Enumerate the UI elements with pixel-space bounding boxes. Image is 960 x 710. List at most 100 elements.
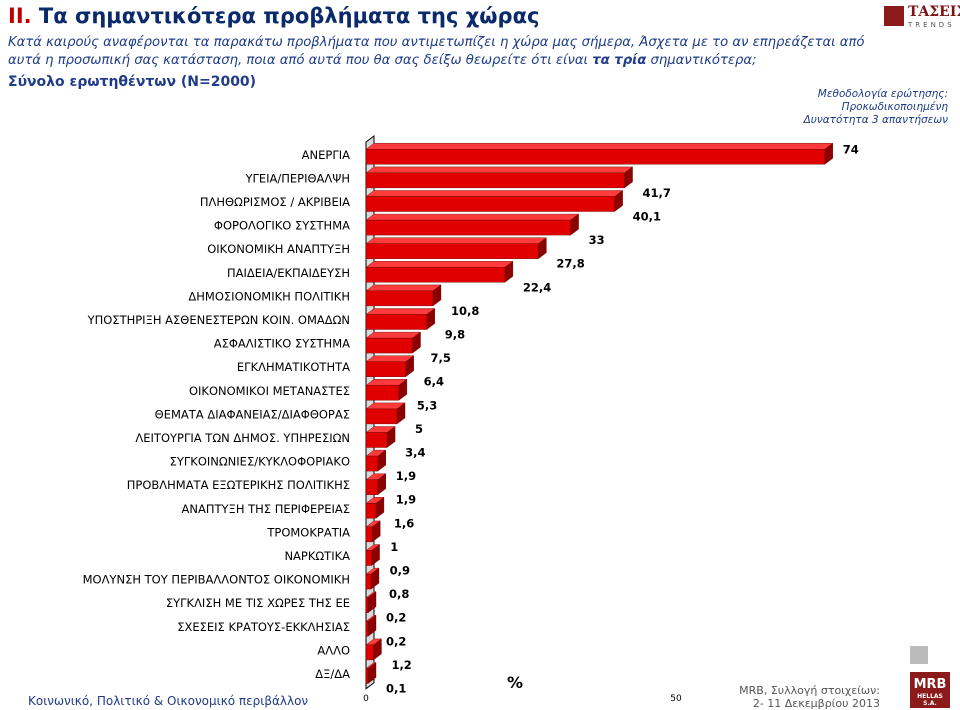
category-label: ΠΡΟΒΛΗΜΑΤΑ ΕΞΩΤΕΡΙΚΗΣ ΠΟΛΙΤΙΚΗΣ bbox=[127, 478, 350, 492]
value-label: 0,2 bbox=[386, 611, 406, 625]
bar bbox=[365, 668, 369, 684]
value-label: 22,4 bbox=[523, 280, 551, 294]
bar bbox=[365, 621, 369, 637]
category-label: ΠΑΙΔΕΙΑ/ΕΚΠΑΙΔΕΥΣΗ bbox=[227, 266, 350, 280]
mrb-logo-word: MRB bbox=[913, 677, 947, 692]
mrb-logo-sub: HELLAS S.A. bbox=[917, 693, 943, 707]
bar bbox=[365, 573, 372, 590]
sample-size: Σύνολο ερωτηθέντων (Ν=2000) bbox=[8, 74, 257, 90]
bar-top bbox=[365, 166, 634, 174]
category-label: ΥΠΟΣΤΗΡΙΞΗ ΑΣΘΕΝΕΣΤΕΡΩΝ ΚΟΙΝ. ΟΜΑΔΩΝ bbox=[87, 313, 350, 327]
methodology-line1: Μεθοδολογία ερώτησης: bbox=[817, 88, 948, 100]
title-number: II. bbox=[8, 4, 32, 28]
question-text: Κατά καιρούς αναφέρονται τα παρακάτω προ… bbox=[8, 34, 888, 70]
footer-source: MRB, Συλλογή στοιχείων: 2- 11 Δεκεμβρίου… bbox=[739, 684, 880, 710]
category-label: ΑΝΑΠΤΥΞΗ ΤΗΣ ΠΕΡΙΦΕΡΕΙΑΣ bbox=[182, 502, 350, 516]
bar bbox=[365, 290, 434, 307]
value-label: 0,9 bbox=[390, 564, 410, 578]
bar-top bbox=[365, 261, 514, 268]
bar bbox=[365, 267, 506, 283]
category-label: ΝΑΡΚΩΤΙΚΑ bbox=[284, 549, 350, 563]
bar bbox=[365, 526, 373, 543]
value-label: 41,7 bbox=[643, 186, 671, 200]
footer-source-line2: 2- 11 Δεκεμβρίου 2013 bbox=[752, 697, 880, 710]
x-tick-label: 0 bbox=[363, 694, 369, 704]
value-label: 9,8 bbox=[445, 328, 465, 342]
category-label: ΥΓΕΙΑ/ΠΕΡΙΘΑΛΨΗ bbox=[244, 171, 350, 185]
value-label: 3,4 bbox=[405, 446, 425, 460]
bar bbox=[365, 408, 398, 425]
value-label: 7,5 bbox=[431, 351, 451, 365]
title-text: Τα σημαντικότερα προβλήματα της χώρας bbox=[38, 4, 540, 28]
value-label: 1,2 bbox=[391, 658, 411, 672]
bar-top bbox=[365, 331, 422, 339]
category-label: ΕΓΚΛΗΜΑΤΙΚΟΤΗΤΑ bbox=[237, 360, 350, 374]
methodology-line2: Προκωδικοποιημένη bbox=[841, 101, 948, 113]
logo-sub: TRENDS bbox=[908, 21, 955, 29]
value-label: 10,8 bbox=[451, 304, 479, 318]
bar-top bbox=[365, 237, 547, 244]
mrb-logo: MRB HELLAS S.A. bbox=[910, 672, 950, 708]
value-label: 1,6 bbox=[394, 516, 414, 530]
category-label: ΜΟΛΥΝΣΗ ΤΟΥ ΠΕΡΙΒΑΛΛΟΝΤΟΣ ΟΙΚΟΝΟΜΙΚΗ bbox=[83, 573, 350, 587]
bar bbox=[365, 644, 374, 661]
category-label: ΑΝΕΡΓΙΑ bbox=[302, 148, 350, 162]
footer-section-label: Κοινωνικό, Πολιτικό & Οικονομικό περιβάλ… bbox=[28, 694, 309, 708]
bar bbox=[365, 219, 571, 236]
category-label: ΤΡΟΜΟΚΡΑΤΙΑ bbox=[266, 525, 350, 539]
category-label: ΛΕΙΤΟΥΡΓΙΑ ΤΩΝ ΔΗΜΟΣ. ΥΠΗΡΕΣΙΩΝ bbox=[135, 431, 350, 445]
category-label: ΣΧΕΣΕΙΣ ΚΡΑΤΟΥΣ-ΕΚΚΛΗΣΙΑΣ bbox=[177, 620, 350, 634]
bar bbox=[365, 149, 825, 165]
taseis-logo: ΤΑΣΕΙΣ TRENDS bbox=[884, 4, 960, 30]
page-title: II. Τα σημαντικότερα προβλήματα της χώρα… bbox=[8, 4, 539, 28]
methodology-line3: Δυνατότητα 3 απαντήσεων bbox=[803, 114, 948, 126]
x-tick-label: 50 bbox=[670, 694, 682, 704]
bar-top bbox=[365, 190, 624, 197]
question-part2: σημαντικότερα; bbox=[646, 53, 757, 68]
value-label: 6,4 bbox=[424, 375, 444, 389]
logo-mark-icon bbox=[884, 6, 904, 26]
value-label: 0,1 bbox=[386, 682, 406, 696]
category-label: ΑΛΛΟ bbox=[317, 643, 350, 657]
bar bbox=[365, 337, 413, 354]
category-label: ΔΗΜΟΣΙΟΝΟΜΙΚΗ ΠΟΛΙΤΙΚΗ bbox=[188, 289, 350, 303]
value-label: 5,3 bbox=[417, 398, 437, 412]
logo-word: ΤΑΣΕΙΣ bbox=[908, 4, 960, 20]
category-label: ΠΛΗΘΩΡΙΣΜΟΣ / ΑΚΡΙΒΕΙΑ bbox=[200, 195, 350, 209]
category-label: ΘΕΜΑΤΑ ΔΙΑΦΑΝΕΙΑΣ/ΔΙΑΦΘΟΡΑΣ bbox=[155, 407, 350, 421]
category-label: ΔΞ/ΔΑ bbox=[315, 667, 350, 681]
category-label: ΦΟΡΟΛΟΓΙΚΟ ΣΥΣΤΗΜΑ bbox=[214, 219, 350, 233]
value-label: 1,9 bbox=[396, 469, 416, 483]
bar bbox=[365, 550, 372, 566]
bar bbox=[365, 385, 400, 401]
value-label: 5 bbox=[415, 422, 423, 436]
bar bbox=[365, 314, 427, 330]
category-label: ΣΥΓΚΛΙΣΗ ΜΕ ΤΙΣ ΧΩΡΕΣ ΤΗΣ ΕΕ bbox=[166, 596, 350, 610]
bar-top bbox=[365, 308, 436, 315]
bar bbox=[365, 243, 539, 259]
bar bbox=[365, 597, 369, 613]
category-label: ΟΙΚΟΝΟΜΙΚΟΙ ΜΕΤΑΝΑΣΤΕΣ bbox=[189, 384, 350, 398]
bar bbox=[365, 479, 378, 495]
value-label: 40,1 bbox=[633, 210, 661, 224]
category-label: ΟΙΚΟΝΟΜΙΚΗ ΑΝΑΠΤΥΞΗ bbox=[207, 242, 350, 256]
bar bbox=[365, 455, 378, 472]
category-label: ΑΣΦΑΛΙΣΤΙΚΟ ΣΥΣΤΗΜΑ bbox=[214, 337, 350, 351]
bar bbox=[365, 432, 388, 448]
bar-top bbox=[365, 213, 580, 221]
value-label: 0,2 bbox=[386, 634, 406, 648]
question-bold: τα τρία bbox=[592, 53, 647, 68]
footer-source-line1: MRB, Συλλογή στοιχείων: bbox=[739, 684, 880, 697]
value-label: 1 bbox=[390, 540, 398, 554]
bar-chart: 0 50% ΑΝΕΡΓΙΑ 74 ΥΓΕΙΑ/ΠΕΡΙΘΑΛΨΗ 41,7 ΠΛΗΘΩΡΙΣ… bbox=[83, 135, 859, 704]
bar bbox=[365, 361, 406, 377]
bar-top bbox=[365, 355, 415, 362]
value-label: 27,8 bbox=[556, 257, 584, 271]
decorative-square bbox=[910, 646, 928, 664]
bar bbox=[365, 196, 615, 212]
category-label: ΣΥΓΚΟΙΝΩΝΙΕΣ/ΚΥΚΛΟΦΟΡΙΑΚΟ bbox=[170, 455, 350, 469]
bar-top bbox=[365, 284, 442, 292]
methodology-note: Μεθοδολογία ερώτησης: Προκωδικοποιημένη … bbox=[688, 88, 948, 127]
value-label: 1,9 bbox=[396, 493, 416, 507]
bar-top bbox=[365, 143, 834, 150]
